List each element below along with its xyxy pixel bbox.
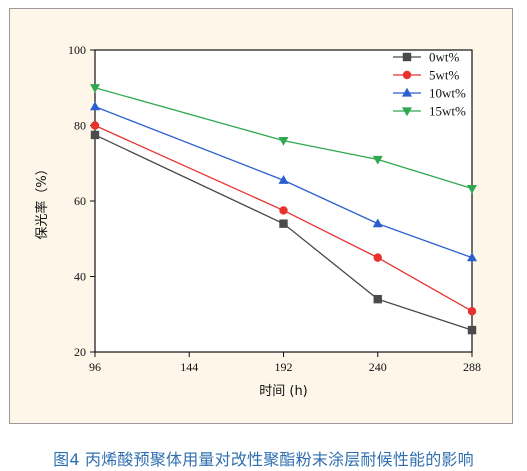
data-point (373, 294, 382, 304)
data-point (372, 155, 383, 165)
data-point (467, 307, 477, 316)
y-tick-label: 100 (68, 43, 86, 57)
data-point (373, 253, 382, 262)
chart-legend: 0wt% 5wt% 10wt% 15wt% (393, 50, 466, 119)
legend-item: 5wt% (393, 68, 460, 83)
series-15wt% (90, 84, 477, 194)
x-tick-label: 96 (89, 360, 101, 374)
line-chart: 96 144 192 240 288 20 40 60 80 100 0wt% 5wt% 10wt% 1… (34, 43, 481, 399)
legend-marker (402, 87, 412, 97)
x-tick-label: 144 (180, 360, 198, 374)
figure-caption: 图4 丙烯酸预聚体用量对改性聚酯粉末涂层耐候性能的影响 (53, 450, 474, 469)
series-0wt% (90, 130, 477, 335)
y-tick-label: 60 (74, 194, 86, 208)
x-tick-label: 240 (369, 360, 387, 374)
x-tick-label: 288 (463, 360, 481, 374)
series-10wt% (90, 101, 477, 262)
legend-marker (402, 52, 412, 62)
data-point (279, 206, 288, 215)
x-tick-label: 192 (275, 360, 293, 374)
y-axis-label: 保光率（%） (34, 162, 50, 239)
legend-label: 5wt% (429, 68, 460, 83)
data-point (279, 219, 288, 228)
data-point (90, 130, 100, 140)
data-point (90, 84, 100, 93)
data-point (467, 184, 477, 194)
data-point (90, 101, 100, 111)
data-point (90, 121, 100, 130)
legend-item: 0wt% (393, 50, 460, 65)
legend-marker (402, 107, 412, 117)
series-line (94, 87, 473, 190)
data-point (467, 325, 477, 335)
series-line (94, 124, 473, 312)
y-tick-label: 20 (74, 345, 86, 359)
legend-label: 0wt% (429, 50, 460, 65)
data-point (278, 175, 289, 184)
series-line (94, 106, 473, 259)
plot-axes: 96 144 192 240 288 20 40 60 80 100 (68, 43, 481, 374)
series-line (94, 134, 473, 331)
legend-marker (402, 70, 412, 80)
legend-label: 10wt% (429, 86, 466, 101)
x-axis-label: 时间 (h) (259, 384, 308, 399)
legend-item: 15wt% (393, 104, 466, 119)
series-layer (90, 84, 477, 335)
data-point (372, 218, 383, 228)
data-point (278, 137, 289, 146)
data-point (467, 252, 477, 262)
legend-label: 15wt% (429, 104, 466, 119)
plot-frame (94, 49, 473, 353)
legend-item: 10wt% (393, 86, 466, 101)
series-5wt% (90, 121, 477, 316)
y-tick-label: 40 (74, 270, 86, 284)
y-tick-label: 80 (74, 119, 86, 133)
